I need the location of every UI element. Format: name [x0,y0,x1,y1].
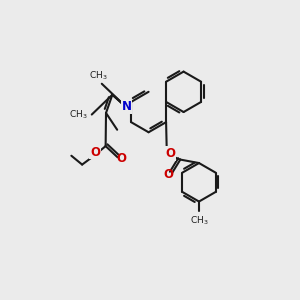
Text: O: O [165,147,175,160]
Text: O: O [116,152,126,165]
Text: N: N [122,100,132,113]
Text: CH$_3$: CH$_3$ [89,69,108,82]
Text: CH$_3$: CH$_3$ [190,214,208,227]
Text: O: O [164,167,174,181]
Text: CH$_3$: CH$_3$ [69,108,88,121]
Text: O: O [90,146,100,159]
